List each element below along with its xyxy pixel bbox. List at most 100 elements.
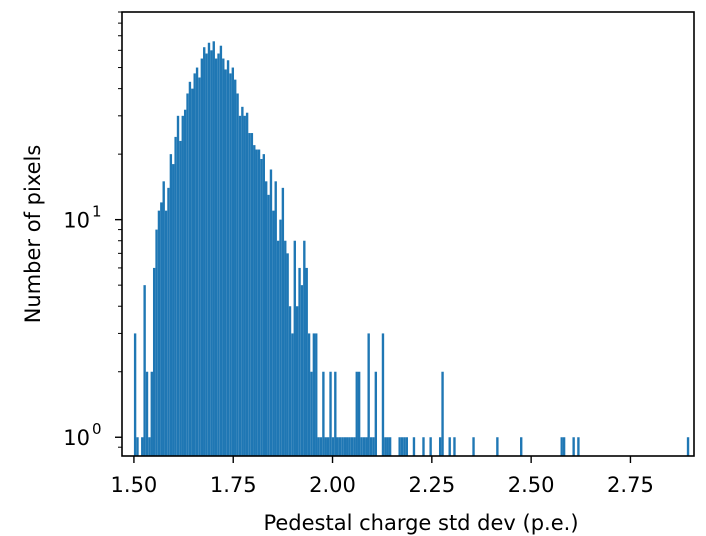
- histogram-bar: [284, 240, 287, 456]
- histogram-bar: [496, 437, 499, 456]
- histogram-bar: [560, 437, 563, 456]
- histogram-bar: [248, 133, 251, 457]
- histogram-bars: [133, 41, 690, 457]
- histogram-bar: [319, 437, 323, 456]
- histogram-bar: [276, 240, 280, 456]
- histogram-bar: [298, 267, 301, 456]
- histogram-bar: [186, 93, 189, 456]
- histogram-bar: [224, 69, 227, 457]
- histogram-bar: [336, 437, 339, 456]
- histogram-bar: [341, 437, 344, 456]
- y-tick-label: 10: [63, 426, 90, 450]
- y-axis-label: Number of pixels: [21, 145, 45, 324]
- histogram-bar: [250, 133, 254, 457]
- histogram-bar: [398, 437, 401, 456]
- histogram-bar: [305, 267, 308, 456]
- histogram-bar: [167, 187, 170, 456]
- histogram-bar: [317, 437, 320, 456]
- histogram-bar: [155, 229, 158, 456]
- histogram-bar: [353, 437, 356, 456]
- histogram-bar: [307, 333, 311, 456]
- histogram-bar: [164, 210, 168, 456]
- histogram-bar: [453, 437, 456, 456]
- histogram-bar: [279, 219, 282, 456]
- histogram-bar: [422, 437, 425, 456]
- histogram-bar: [260, 158, 263, 457]
- histogram-bar: [303, 240, 306, 456]
- histogram-bar: [172, 164, 175, 456]
- histogram-bar: [176, 115, 180, 456]
- histogram-bar: [295, 306, 299, 456]
- histogram-bar: [346, 437, 349, 456]
- histogram-bar: [281, 187, 285, 456]
- histogram-bar: [152, 267, 156, 456]
- histogram-bar: [334, 371, 337, 456]
- histogram-bar: [257, 149, 261, 456]
- histogram-bar: [300, 285, 304, 456]
- x-axis-ticks: 1.50 1.75 2.00 2.25 2.50 2.75: [111, 456, 654, 497]
- histogram-bar: [157, 210, 161, 456]
- histogram-bar: [217, 53, 220, 457]
- x-tick-label: 2.50: [508, 473, 555, 497]
- histogram-bar: [360, 437, 363, 456]
- x-tick-label: 2.00: [309, 473, 356, 497]
- histogram-bar: [238, 115, 242, 456]
- histogram-bar: [236, 93, 239, 456]
- histogram-bar: [193, 73, 196, 457]
- histogram-bar: [350, 437, 354, 456]
- histogram-bar: [438, 437, 442, 456]
- x-tick-label: 1.75: [210, 473, 257, 497]
- histogram-bar: [253, 145, 256, 456]
- histogram-bar: [388, 437, 392, 456]
- histogram-bar: [381, 333, 385, 456]
- histogram-bar: [150, 371, 153, 456]
- y-tick-exponent: 0: [92, 420, 102, 438]
- histogram-bar: [205, 53, 208, 457]
- histogram-bar: [179, 140, 182, 456]
- histogram-bar: [265, 181, 268, 456]
- histogram-bar: [384, 437, 387, 456]
- histogram-bar: [562, 437, 566, 456]
- histogram-bar: [405, 437, 408, 456]
- histogram-bar: [269, 169, 273, 456]
- histogram-bar: [367, 333, 370, 456]
- plot-frame: [121, 11, 695, 457]
- histogram-bar: [226, 60, 230, 457]
- histogram-bar: [188, 81, 192, 457]
- histogram-bar: [686, 437, 690, 456]
- histogram-bar: [448, 437, 451, 456]
- histogram-bar: [241, 106, 244, 456]
- histogram-bar: [198, 77, 201, 456]
- histogram-bar: [181, 115, 184, 456]
- histogram-bar: [207, 42, 211, 456]
- histogram-bar: [160, 202, 163, 456]
- histogram-bar: [203, 47, 206, 456]
- histogram-bar: [267, 194, 270, 456]
- histogram-bar: [403, 437, 406, 456]
- histogram-bar: [310, 371, 313, 456]
- histogram-bar: [291, 333, 294, 456]
- histogram-bar: [441, 371, 444, 456]
- histogram-bar: [243, 115, 246, 456]
- histogram-bar: [362, 437, 366, 456]
- histogram-bar: [472, 437, 475, 456]
- histogram-bar: [245, 112, 249, 456]
- histogram-bar: [577, 437, 580, 456]
- histogram-bar: [369, 437, 373, 456]
- histogram-bar: [136, 437, 139, 456]
- histogram-bar: [274, 181, 277, 456]
- histogram-bar: [400, 437, 404, 456]
- histogram-bar: [133, 333, 137, 456]
- histogram-bar: [272, 210, 275, 456]
- histogram-bar: [143, 285, 146, 456]
- histogram-bar: [315, 333, 318, 456]
- histogram-bar: [572, 437, 575, 456]
- histogram-bar: [255, 149, 258, 456]
- histogram-bar: [191, 88, 194, 456]
- histogram-bar: [229, 73, 232, 457]
- x-tick-label: 1.50: [111, 473, 158, 497]
- histogram-bar: [324, 437, 327, 456]
- histogram-bar: [231, 67, 235, 457]
